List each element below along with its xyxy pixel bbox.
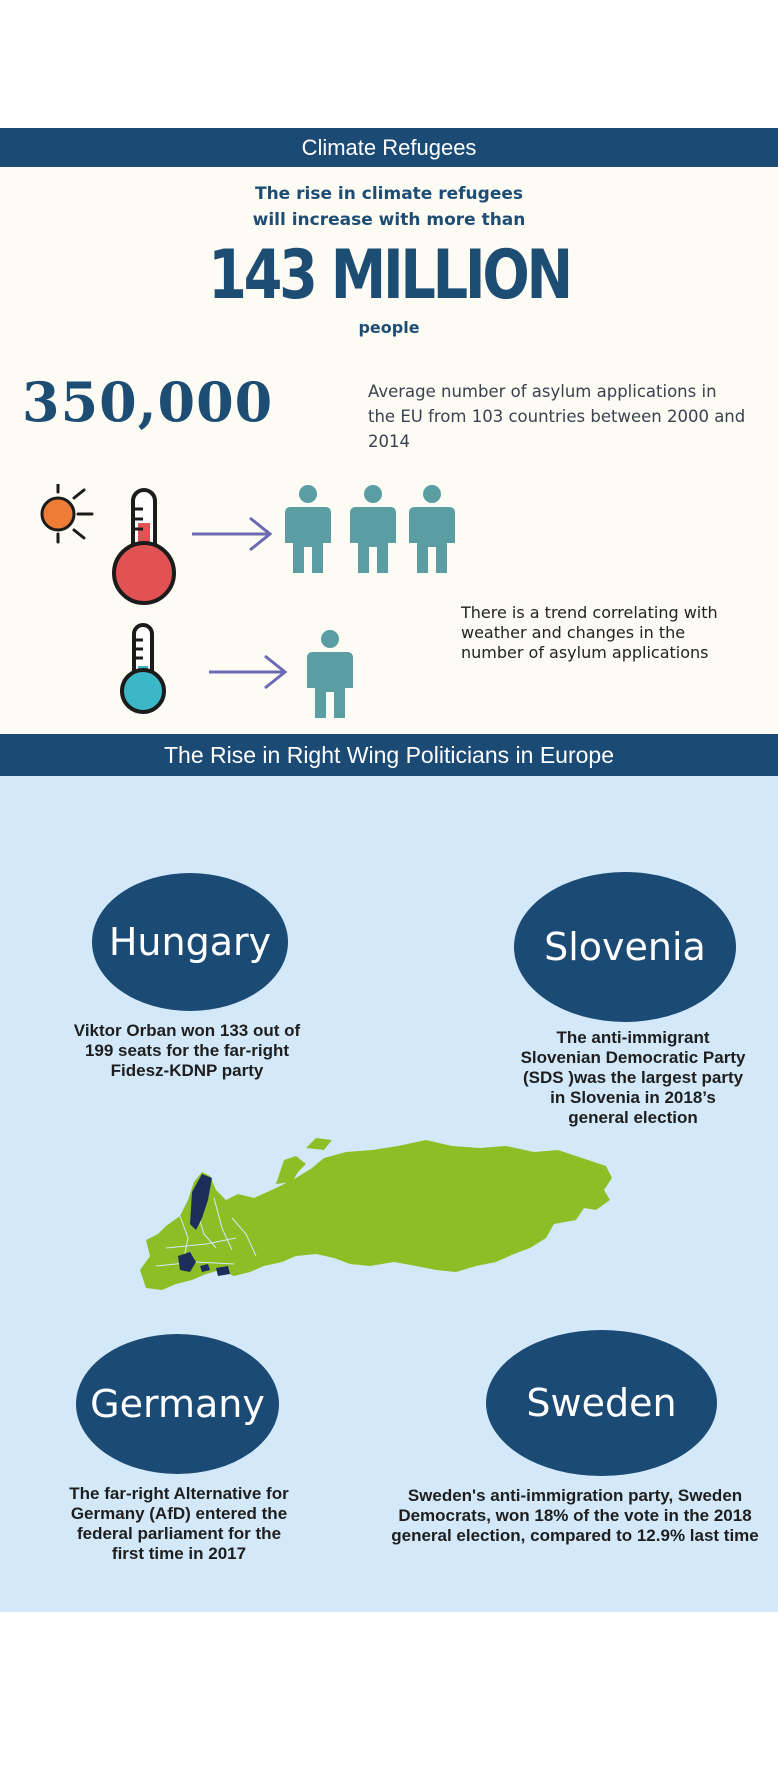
page-title: Climate Refugees xyxy=(301,134,477,160)
person-icon xyxy=(307,630,353,718)
person-icon xyxy=(409,485,455,573)
header-band: Climate Refugees xyxy=(0,128,778,167)
trend-text: There is a trend correlating with weathe… xyxy=(461,603,718,662)
politics-title: The Rise in Right Wing Politicians in Eu… xyxy=(164,741,614,768)
country-name: Sweden xyxy=(526,1381,677,1425)
country-desc-sweden: Sweden's anti-immigration party, Sweden … xyxy=(391,1486,759,1545)
intro-line-1: The rise in climate refugees xyxy=(254,184,524,204)
europe-map-icon xyxy=(140,1138,612,1290)
person-icon xyxy=(285,485,331,573)
intro-line-2: will increase with more than xyxy=(252,210,526,230)
country-circle-hungary: Hungary xyxy=(92,873,288,1011)
country-name: Hungary xyxy=(108,920,272,964)
country-circle-slovenia: Slovenia xyxy=(514,872,736,1022)
cold-thermometer-icon xyxy=(120,623,166,714)
climate-section xyxy=(0,167,778,734)
country-name: Slovenia xyxy=(544,925,706,969)
asylum-description: Average number of asylum applications in… xyxy=(368,382,746,451)
hot-thermometer-icon xyxy=(112,488,176,605)
politics-band: The Rise in Right Wing Politicians in Eu… xyxy=(0,734,778,776)
person-icon xyxy=(350,485,396,573)
arrow-right-icon xyxy=(192,516,273,552)
country-circle-sweden: Sweden xyxy=(486,1330,717,1476)
country-desc-germany: The far-right Alternative for Germany (A… xyxy=(69,1484,289,1563)
country-desc-slovenia: The anti-immigrant Slovenian Democratic … xyxy=(520,1028,746,1127)
asylum-number: 350,000 xyxy=(22,370,274,434)
big-stat-number: 143 MILLION xyxy=(208,236,573,315)
country-name: Germany xyxy=(90,1382,265,1426)
country-circle-germany: Germany xyxy=(76,1334,279,1474)
country-desc-hungary: Viktor Orban won 133 out of 199 seats fo… xyxy=(73,1021,301,1080)
sun-icon xyxy=(40,484,94,544)
arrow-right-icon xyxy=(209,654,288,690)
big-stat-unit: people xyxy=(358,318,420,337)
